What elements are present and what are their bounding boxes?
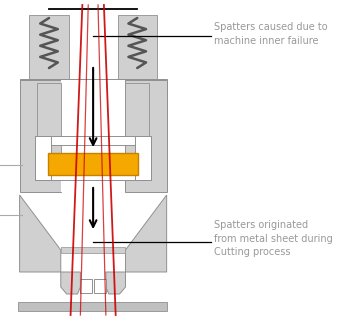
Polygon shape <box>126 195 167 272</box>
Text: Spatters originated
from metal sheet during
Cutting process: Spatters originated from metal sheet dur… <box>214 220 332 257</box>
Text: Spatters caused due to
machine inner failure: Spatters caused due to machine inner fai… <box>214 22 327 46</box>
Bar <box>18 302 167 311</box>
Bar <box>61 247 126 253</box>
Bar <box>35 136 51 180</box>
Polygon shape <box>20 195 61 272</box>
Bar <box>37 83 61 178</box>
Bar <box>48 153 138 175</box>
Bar <box>35 171 151 180</box>
Bar <box>20 80 61 192</box>
Polygon shape <box>106 272 126 294</box>
Bar <box>118 15 157 80</box>
Bar <box>61 80 126 192</box>
Bar <box>94 279 106 293</box>
Bar <box>20 79 167 97</box>
Bar <box>135 136 151 180</box>
Bar <box>80 279 92 293</box>
Bar <box>126 80 167 192</box>
Polygon shape <box>61 272 80 294</box>
Bar <box>126 83 149 178</box>
Bar <box>29 15 69 80</box>
Bar <box>35 136 151 145</box>
Bar <box>61 195 126 252</box>
